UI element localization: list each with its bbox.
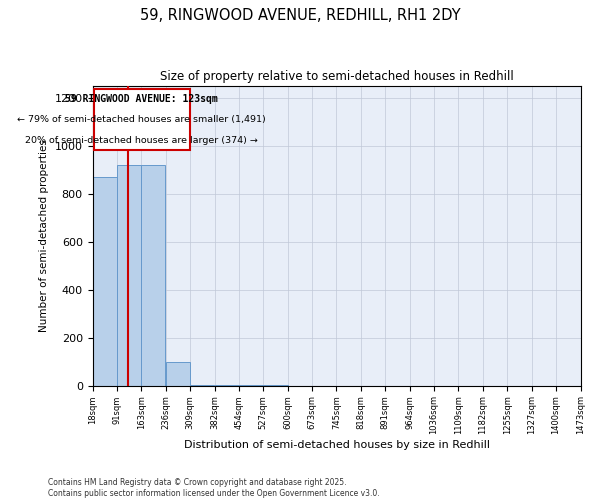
Bar xyxy=(142,165,166,386)
Y-axis label: Number of semi-detached properties: Number of semi-detached properties xyxy=(39,139,49,332)
Bar xyxy=(190,385,214,386)
Text: ← 79% of semi-detached houses are smaller (1,491): ← 79% of semi-detached houses are smalle… xyxy=(17,116,266,124)
Bar xyxy=(166,362,190,386)
Text: 20% of semi-detached houses are larger (374) →: 20% of semi-detached houses are larger (… xyxy=(25,136,258,144)
Text: Contains HM Land Registry data © Crown copyright and database right 2025.
Contai: Contains HM Land Registry data © Crown c… xyxy=(48,478,380,498)
X-axis label: Distribution of semi-detached houses by size in Redhill: Distribution of semi-detached houses by … xyxy=(184,440,490,450)
FancyBboxPatch shape xyxy=(94,89,190,150)
Title: Size of property relative to semi-detached houses in Redhill: Size of property relative to semi-detach… xyxy=(160,70,514,83)
Bar xyxy=(93,177,117,386)
Bar xyxy=(117,165,142,386)
Text: 59, RINGWOOD AVENUE, REDHILL, RH1 2DY: 59, RINGWOOD AVENUE, REDHILL, RH1 2DY xyxy=(140,8,460,22)
Text: 59 RINGWOOD AVENUE: 123sqm: 59 RINGWOOD AVENUE: 123sqm xyxy=(65,94,218,104)
